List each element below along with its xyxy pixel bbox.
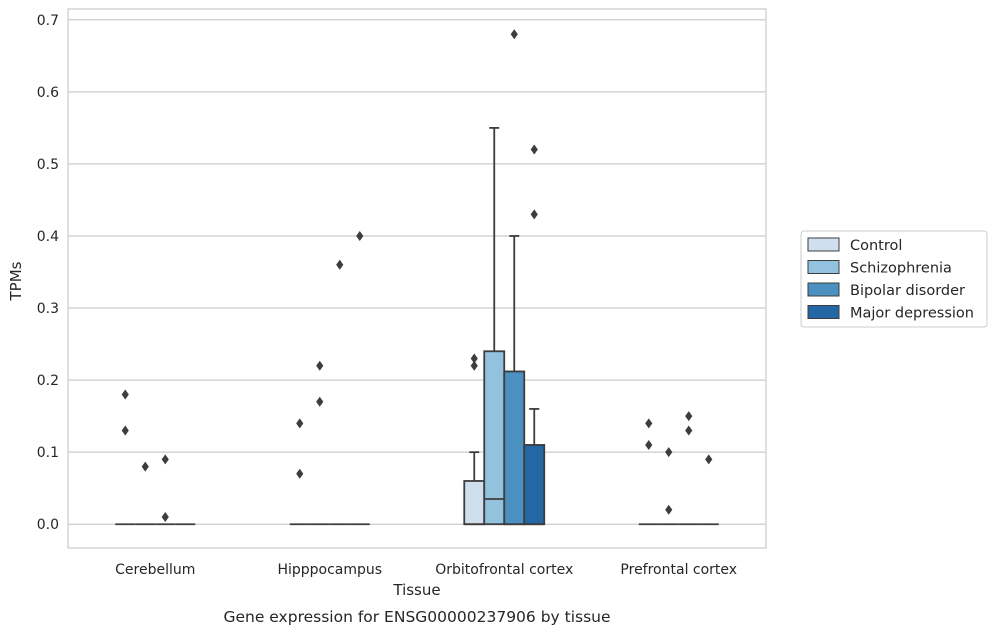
outlier-point [530,144,538,155]
y-tick-label: 0.3 [37,301,59,317]
outlier-point [316,396,324,407]
legend-label: Control [850,238,902,254]
chart-caption: Gene expression for ENSG00000237906 by t… [223,608,610,626]
outlier-point [121,425,129,436]
legend-swatch [807,260,840,274]
box-2-2 [503,29,526,526]
outlier-point [141,461,149,472]
y-tick-label: 0.5 [37,157,59,173]
outlier-point [161,454,169,465]
boxes [115,29,719,526]
box-3-3 [698,454,719,526]
x-tick-label: Hipppocampus [277,562,382,578]
outlier-point [296,418,304,429]
box-1-1 [309,360,330,526]
box-1-3 [349,230,370,526]
outlier-point [685,425,693,436]
y-tick-label: 0.2 [37,373,59,389]
legend: Control Schizophrenia Bipolar disorder Majo… [800,230,988,328]
box-2-0 [463,353,486,526]
outlier-point [705,454,713,465]
outlier-point [470,360,478,371]
outlier-point [645,439,653,450]
legend-swatch [807,305,840,319]
outlier-point [470,353,478,364]
outlier-point [356,230,364,241]
outlier-point [665,447,673,458]
outlier-point [121,389,129,400]
y-tick-label: 0.1 [37,445,59,461]
plot-frame [67,8,767,549]
outlier-point [685,411,693,422]
y-tick-label: 0.4 [37,229,59,245]
outlier-point [665,504,673,515]
box-1-0 [289,418,310,526]
box-0-1 [135,461,156,526]
box [503,370,526,526]
legend-swatch [807,237,840,252]
legend-label: Major depression [850,306,974,322]
box-3-1 [658,447,679,526]
x-tick-label: Cerebellum [115,562,195,578]
y-tick-label: 0.6 [37,85,59,101]
legend-label: Bipolar disorder [850,283,965,299]
box-3-0 [638,418,659,526]
box-1-2 [329,259,350,526]
box-0-0 [115,389,136,526]
y-tick-label: 0.7 [37,13,59,29]
legend-label: Schizophrenia [850,261,952,277]
box-2-1 [483,126,506,526]
outlier-point [161,512,169,523]
grid-lines [68,19,766,525]
outlier-point [316,360,324,371]
y-tick-label: 0.0 [37,517,59,533]
x-tick-label: Orbitofrontal cortex [435,562,573,578]
x-tick-label: Prefrontal cortex [620,562,737,578]
box-0-2 [155,454,176,526]
box [523,444,546,526]
box [463,480,486,526]
y-tick-labels: 0.0 0.1 0.2 0.3 0.4 0.5 0.6 0.7 [37,13,59,533]
legend-swatch [807,282,840,297]
outlier-point [296,468,304,479]
x-axis-label: Tissue [392,581,440,599]
x-tick-labels: Cerebellum Hipppocampus Orbitofrontal cort… [115,562,737,578]
legend-frame [800,230,988,328]
box-2-3 [523,144,546,526]
outlier-point [645,418,653,429]
outlier-point [510,29,518,40]
y-axis-label: TPMs [7,261,25,301]
outlier-point [530,209,538,220]
outlier-point [336,259,344,270]
box-3-2 [678,411,699,526]
